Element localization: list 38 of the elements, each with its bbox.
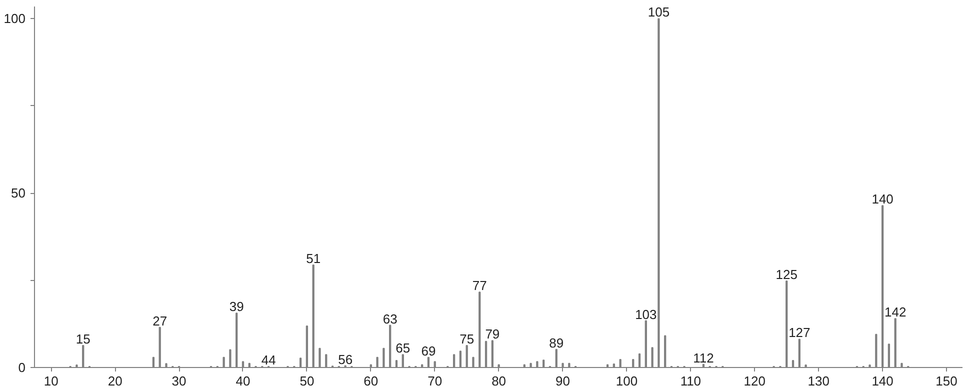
x-tick-label: 30 bbox=[172, 374, 186, 388]
annotation: 56 bbox=[338, 352, 353, 367]
annotation: 140 bbox=[872, 192, 894, 207]
x-tick-label: 50 bbox=[300, 374, 314, 388]
annotation: 127 bbox=[788, 325, 810, 340]
x-tick-label: 10 bbox=[44, 374, 58, 388]
annotation: 112 bbox=[693, 350, 714, 366]
x-tick-label: 110 bbox=[680, 374, 702, 388]
annotation: 105 bbox=[648, 4, 670, 20]
x-tick-label: 120 bbox=[744, 374, 766, 388]
annotation: 39 bbox=[229, 299, 244, 314]
annotation: 69 bbox=[421, 343, 436, 358]
annotation: 103 bbox=[635, 306, 657, 322]
y-tick-label: 0 bbox=[18, 360, 26, 375]
x-tick-label: 60 bbox=[364, 374, 378, 388]
annotation: 65 bbox=[396, 340, 410, 356]
annotation: 142 bbox=[884, 304, 906, 320]
annotation: 77 bbox=[472, 278, 487, 294]
annotation: 89 bbox=[549, 335, 564, 350]
x-tick-label: 80 bbox=[492, 374, 506, 388]
annotation: 75 bbox=[460, 332, 474, 347]
x-tick-label: 40 bbox=[236, 374, 250, 388]
annotation: 79 bbox=[485, 326, 500, 342]
x-tick-label: 140 bbox=[872, 374, 894, 388]
x-tick-label: 70 bbox=[428, 374, 442, 388]
annotation: 125 bbox=[776, 267, 798, 282]
annotation: 63 bbox=[382, 311, 398, 326]
x-tick-label: 100 bbox=[616, 374, 638, 388]
y-tick-label: 100 bbox=[4, 11, 26, 26]
y-tick-label: 50 bbox=[11, 186, 26, 201]
annotation: 44 bbox=[261, 352, 276, 368]
x-tick-label: 20 bbox=[108, 374, 122, 388]
x-tick-label: 90 bbox=[556, 374, 570, 388]
annotation: 15 bbox=[76, 332, 90, 347]
x-tick-label: 130 bbox=[808, 374, 830, 388]
annotation: 27 bbox=[152, 313, 168, 328]
x-tick-label: 150 bbox=[936, 374, 958, 388]
annotation: 51 bbox=[306, 250, 321, 266]
